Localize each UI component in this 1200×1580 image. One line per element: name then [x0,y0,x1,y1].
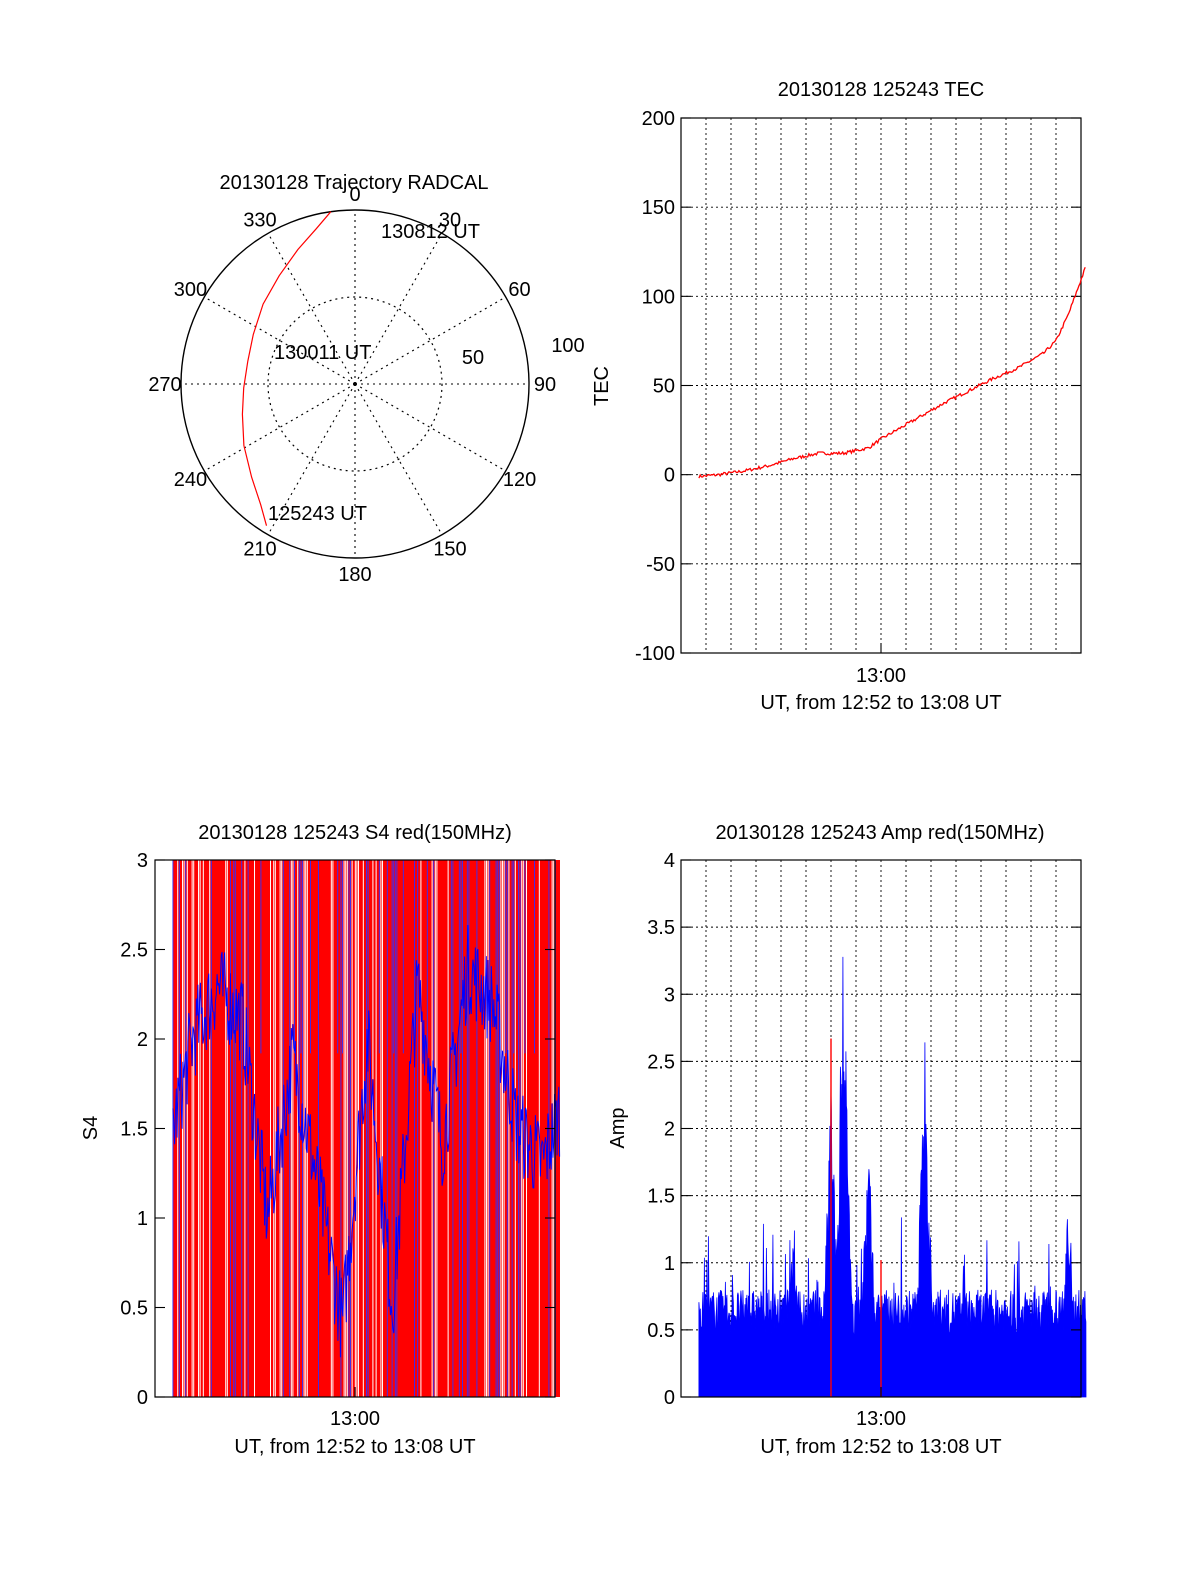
polar-angle-label: 150 [433,539,466,561]
amp-blue-series [698,956,1087,1398]
amp-xlabel: UT, from 12:52 to 13:08 UT [760,1436,1001,1458]
y-tick-label: 3.5 [647,917,675,939]
s4-ylabel: S4 [80,1116,102,1140]
s4-title: 20130128 125243 S4 red(150MHz) [198,822,512,844]
amp-y-ticks: 0 0.5 1 1.5 2 2.5 3 3.5 4 [647,850,1081,1409]
polar-angle-label: 60 [508,279,530,301]
s4-y-ticks: 0 0.5 1 1.5 2 2.5 3 [120,850,555,1409]
y-tick-label: 50 [653,376,675,398]
y-tick-label: 2.5 [120,940,148,962]
trajectory-track-line [241,211,332,526]
polar-spoke [204,383,356,472]
y-tick-label: 0.5 [120,1298,148,1320]
polar-angle-label: 330 [243,209,276,231]
s4-xtick-label: 13:00 [330,1408,380,1430]
amp-title: 20130128 125243 Amp red(150MHz) [715,822,1044,844]
s4-blue-series [172,924,561,1358]
polar-angle-label: 30 [439,209,461,231]
polar-angle-label: 270 [148,374,181,396]
polar-grid [180,209,530,559]
polar-inner-circle [267,296,443,472]
y-tick-label: 1.5 [647,1186,675,1208]
amp-xtick-label: 13:00 [856,1408,906,1430]
y-tick-label: 0 [664,1387,675,1409]
trajectory-end-annotation: 130812 UT [381,221,480,243]
y-tick-label: 0.5 [647,1320,675,1342]
amp-red-spikes [830,1038,882,1397]
trajectory-mid-annotation: 130011 UT [274,342,371,364]
polar-spoke [204,296,356,385]
y-tick-label: 4 [664,850,675,872]
y-tick-label: 0 [137,1387,148,1409]
tec-title: 20130128 125243 TEC [778,79,984,101]
y-tick-label: -50 [646,554,675,576]
y-tick-label: -100 [635,643,675,665]
tec-grid [681,117,1081,654]
trajectory-start-annotation: 125243 UT [268,503,367,525]
polar-spoke [354,383,506,472]
amp-panel: 20130128 125243 Amp red(150MHz) 0 0.5 1 1.5… [607,822,1087,1458]
y-tick-label: 0 [664,465,675,487]
y-tick-label: 1.5 [120,1119,148,1141]
trajectory-title: 20130128 Trajectory RADCAL [219,172,488,194]
polar-angle-label: 90 [534,374,556,396]
y-tick-label: 2.5 [647,1051,675,1073]
tec-xtick-label: 13:00 [856,665,906,687]
tec-xlabel: UT, from 12:52 to 13:08 UT [760,692,1001,714]
y-tick-label: 1 [664,1253,675,1275]
s4-bars [172,860,560,1397]
tec-panel: 20130128 125243 TEC -100-50050100150200 … [591,79,1086,714]
y-tick-label: 3 [664,984,675,1006]
y-tick-label: 2 [664,1119,675,1141]
tec-y-ticks: -100 -50 0 50 100 150 200 [635,108,1081,665]
polar-angle-label: 240 [174,469,207,491]
y-tick-label: 1 [137,1208,148,1230]
polar-angle-label: 210 [243,539,276,561]
polar-angle-label: 300 [174,279,207,301]
polar-spoke [354,233,443,385]
y-tick-label: 3 [137,850,148,872]
polar-spoke [354,296,506,385]
polar-radial-labels: 50 100 [462,335,585,369]
polar-radial-label: 100 [551,335,584,357]
polar-angle-label: 180 [338,564,371,586]
polar-spoke [267,233,356,385]
polar-radial-label: 50 [462,347,484,369]
y-tick-label: 200 [642,108,675,130]
s4-xlabel: UT, from 12:52 to 13:08 UT [234,1436,475,1458]
y-tick-label: 2 [137,1029,148,1051]
tec-ylabel: TEC [591,366,613,406]
amp-ylabel: Amp [607,1107,629,1148]
y-tick-label: 100 [642,286,675,308]
polar-angle-label: 120 [503,469,536,491]
y-tick-label: 150 [642,197,675,219]
polar-outer-circle [180,209,530,559]
tec-series-line [698,267,1086,479]
polar-spoke [267,383,356,535]
s4-panel: 20130128 125243 S4 red(150MHz) 0 0.5 1 1.5 2… [80,822,561,1458]
polar-angle-label: 0 [349,184,360,206]
polar-angle-labels: 0 30 60 90 120 150 180 210 240 270 300 330 [148,184,556,586]
polar-spoke [354,383,443,535]
trajectory-polar-plot: 20130128 Trajectory RADCAL 0 30 60 90 120 150… [148,172,584,586]
